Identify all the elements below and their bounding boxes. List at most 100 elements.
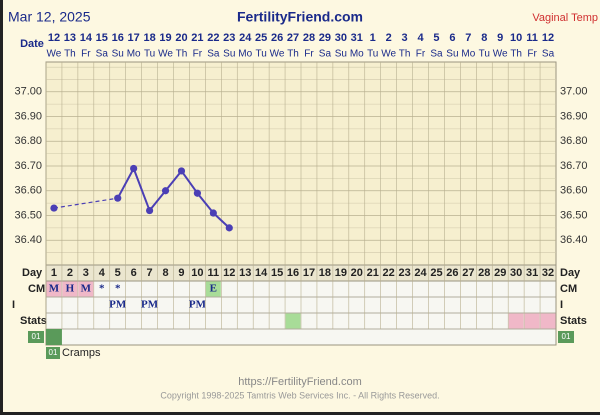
- day-number: 1: [51, 267, 57, 279]
- date-label: 26: [271, 32, 283, 44]
- day-number: 20: [351, 267, 363, 279]
- weekday-label: We: [493, 49, 508, 60]
- weekday-label: Tu: [367, 49, 378, 60]
- y-tick-label-right: 37.00: [560, 86, 588, 98]
- y-tick-label: 36.90: [14, 110, 42, 122]
- date-label: 14: [80, 32, 93, 44]
- weekday-label: Sa: [430, 49, 443, 60]
- weekday-label: Fr: [527, 49, 537, 60]
- day-number: 17: [303, 267, 315, 279]
- y-tick-label: 36.50: [14, 209, 42, 221]
- day-number: 16: [287, 267, 299, 279]
- y-tick-label-right: 36.90: [560, 110, 588, 122]
- temp-type: Vaginal Temp: [532, 12, 598, 24]
- weekday-label: Su: [335, 49, 347, 60]
- day-number: 32: [542, 267, 554, 279]
- day-number: 11: [208, 267, 220, 279]
- date-label: 11: [526, 32, 538, 44]
- day-number: 22: [383, 267, 395, 279]
- weekday-label: Fr: [304, 49, 314, 60]
- temp-point: [114, 194, 122, 202]
- y-tick-label: 36.70: [14, 160, 42, 172]
- cell-text: M: [49, 283, 60, 295]
- date-label: 20: [175, 32, 187, 44]
- day-number: 30: [510, 267, 522, 279]
- date-label: 16: [112, 32, 124, 44]
- temp-point: [161, 187, 170, 195]
- temp-line: [196, 192, 215, 214]
- date-label: 7: [465, 32, 471, 44]
- temp-line: [53, 197, 118, 209]
- weekday-label: Sa: [319, 49, 332, 60]
- temp-point: [177, 167, 186, 175]
- date-label: 10: [510, 32, 522, 44]
- date-label: 12: [48, 32, 60, 44]
- date-label: 24: [239, 32, 252, 44]
- symptom-cell: [46, 329, 62, 345]
- date-label: 18: [143, 32, 155, 44]
- symptom-code-right: 01: [562, 332, 571, 341]
- cell-fill: [508, 313, 524, 329]
- date-label: 17: [128, 32, 140, 44]
- weekday-label: Su: [446, 49, 458, 60]
- date-label: 12: [542, 32, 554, 44]
- symptom-box: [28, 331, 44, 343]
- date-label: 4: [417, 32, 424, 44]
- y-tick-label: 37.00: [14, 86, 42, 98]
- day-number: 4: [99, 267, 106, 279]
- row-label-right: CM: [560, 283, 577, 295]
- cell-text: PM: [109, 299, 127, 311]
- x-label: Date: [20, 38, 44, 50]
- site-title: FertilityFriend.com: [237, 9, 363, 25]
- weekday-label: Tu: [144, 49, 155, 60]
- day-number: 3: [83, 267, 89, 279]
- temp-point: [225, 224, 233, 232]
- cell-fill: [540, 313, 556, 329]
- day-number: 9: [178, 267, 184, 279]
- cell-fill: [62, 281, 78, 297]
- date-label: 13: [64, 32, 76, 44]
- day-number: 15: [271, 267, 283, 279]
- symptom-box-right: [558, 331, 574, 343]
- temp-point: [193, 189, 202, 197]
- weekday-label: We: [158, 49, 173, 60]
- symptom-code: 01: [32, 332, 41, 341]
- day-number: 5: [115, 267, 121, 279]
- date-label: 22: [207, 32, 219, 44]
- y-tick-label-right: 36.60: [560, 185, 588, 197]
- weekday-label: Sa: [207, 49, 220, 60]
- y-tick-label-right: 36.50: [560, 209, 588, 221]
- symptom-legend-box: [46, 347, 60, 359]
- day-number: 24: [414, 267, 427, 279]
- row-label-right: Stats: [560, 315, 587, 327]
- temp-point: [209, 209, 217, 217]
- day-number: 13: [239, 267, 251, 279]
- temp-line: [180, 170, 199, 194]
- weekday-label: Mo: [238, 49, 252, 60]
- date-label: 31: [351, 32, 363, 44]
- cell-text: M: [81, 283, 92, 295]
- date-label: 25: [255, 32, 267, 44]
- date-label: 1: [370, 32, 376, 44]
- weekday-label: Mo: [127, 49, 141, 60]
- weekday-label: We: [381, 49, 396, 60]
- cell-text: *: [99, 283, 105, 295]
- day-number: 27: [462, 267, 474, 279]
- copyright: Copyright 1998-2025 Tamtris Web Services…: [160, 390, 439, 400]
- y-tick-label-right: 36.70: [560, 160, 588, 172]
- date-label: 30: [335, 32, 347, 44]
- symptom-legend-label: Cramps: [62, 347, 101, 359]
- day-number: 19: [335, 267, 347, 279]
- cell-text: *: [115, 283, 121, 295]
- day-number: 21: [367, 267, 379, 279]
- y-tick-label: 36.60: [14, 185, 42, 197]
- footer-url: https://FertilityFriend.com: [238, 376, 361, 388]
- date-label: 9: [497, 32, 503, 44]
- date-label: 8: [481, 32, 487, 44]
- y-tick-label-right: 36.80: [560, 135, 588, 147]
- date-label: 5: [433, 32, 439, 44]
- row-label-right: I: [560, 299, 563, 311]
- temp-line: [164, 170, 183, 192]
- weekday-label: Sa: [542, 49, 555, 60]
